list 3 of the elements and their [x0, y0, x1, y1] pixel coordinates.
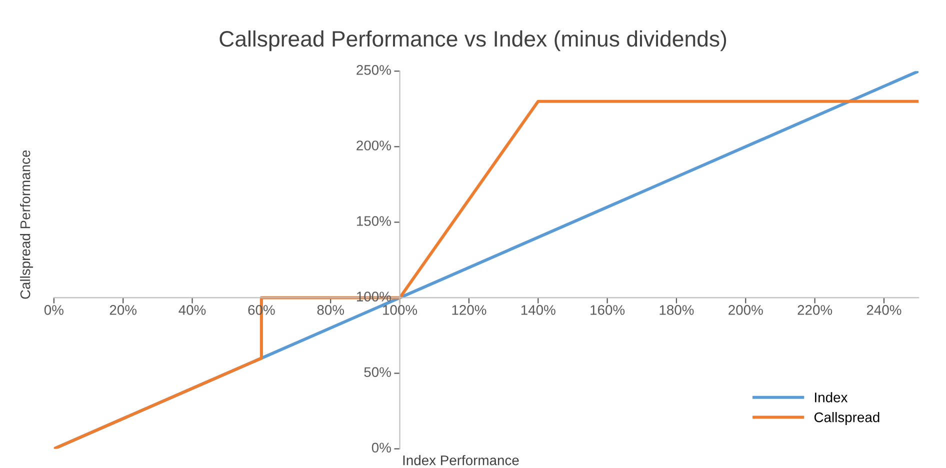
chart-title: Callspread Performance vs Index (minus dividends)	[220, 30, 726, 52]
x-axis-title: Index Performance	[403, 455, 519, 466]
y-axis-title: Callspread Performance	[20, 150, 33, 299]
